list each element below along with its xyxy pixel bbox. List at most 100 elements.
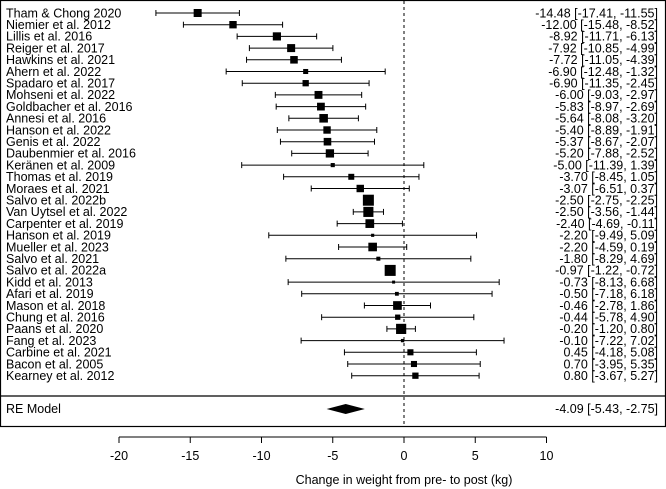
- study-label: Keränen et al. 2009: [6, 158, 115, 172]
- study-label: Reiger et al. 2017: [6, 41, 105, 55]
- study-ci-text: -6.90 [-11.35, -2.45]: [549, 77, 658, 91]
- point-estimate: [362, 194, 374, 206]
- point-estimate: [368, 242, 377, 252]
- study-ci-text: -8.92 [-11.71, -6.13]: [549, 30, 658, 44]
- point-estimate: [325, 149, 335, 158]
- point-estimate: [412, 372, 419, 379]
- point-estimate: [193, 8, 202, 18]
- study-label: Salvo et al. 2022a: [6, 264, 106, 278]
- study-label: Carpenter et al. 2019: [6, 217, 123, 231]
- study-ci-text: -3.07 [-6.51, 0.37]: [559, 182, 658, 196]
- point-estimate: [287, 44, 296, 53]
- study-ci-text: 0.45 [-4.18, 5.08]: [563, 346, 658, 360]
- point-estimate: [392, 280, 396, 284]
- point-estimate: [410, 360, 418, 368]
- study-label: Moraes et al. 2021: [6, 182, 110, 196]
- study-label: Annesi et al. 2016: [6, 112, 106, 126]
- study-label: Salvo et al. 2022b: [6, 194, 106, 208]
- study-label: Mason et al. 2018: [6, 299, 105, 313]
- point-estimate: [323, 126, 331, 134]
- study-label: Kearney et al. 2012: [6, 369, 114, 383]
- point-estimate: [363, 206, 374, 217]
- point-estimate: [229, 21, 237, 29]
- x-tick-label: -10: [252, 449, 270, 463]
- study-ci-text: -5.20 [-7.88, -2.52]: [555, 147, 658, 161]
- point-estimate: [290, 56, 298, 64]
- study-label: Spadaro et al. 2017: [6, 77, 115, 91]
- x-axis-label: Change in weight from pre- to post (kg): [296, 473, 513, 487]
- study-label: Mueller et al. 2023: [6, 240, 109, 254]
- x-tick-label: 5: [472, 449, 479, 463]
- point-estimate: [303, 68, 309, 75]
- study-label: Tham & Chong 2020: [6, 6, 121, 20]
- study-ci-text: -0.50 [-7.18, 6.18]: [559, 287, 658, 301]
- x-tick-label: 0: [401, 449, 408, 463]
- study-ci-text: -0.44 [-5.78, 4.90]: [559, 311, 658, 325]
- study-ci-text: -5.00 [-11.39, 1.39]: [553, 158, 658, 172]
- point-estimate: [395, 314, 401, 320]
- study-ci-text: -2.50 [-2.75, -2.25]: [555, 194, 658, 208]
- study-ci-text: -0.73 [-8.13, 6.68]: [559, 275, 658, 289]
- study-label: Afari et al. 2019: [6, 287, 94, 301]
- study-ci-text: -0.10 [-7.22, 7.02]: [559, 334, 658, 348]
- point-estimate: [407, 349, 414, 356]
- study-ci-text: -1.80 [-8.29, 4.69]: [559, 252, 658, 266]
- study-ci-text: -7.72 [-11.05, -4.39]: [549, 53, 658, 67]
- point-estimate: [400, 338, 405, 343]
- study-label: Hanson et al. 2019: [6, 229, 111, 243]
- study-label: Hawkins et al. 2021: [6, 53, 115, 67]
- study-label: Thomas et al. 2019: [6, 170, 113, 184]
- study-label: Niemier et al. 2012: [6, 18, 111, 32]
- point-estimate: [393, 301, 402, 310]
- summary-row: RE Model -4.09 [-5.43, -2.75]: [6, 402, 658, 416]
- point-estimate: [365, 219, 375, 228]
- study-ci-text: -2.50 [-3.56, -1.44]: [555, 205, 658, 219]
- study-label: Kidd et al. 2013: [6, 275, 93, 289]
- study-label: Salvo et al. 2021: [6, 252, 99, 266]
- point-estimate: [314, 90, 323, 99]
- study-ci-text: 0.70 [-3.95, 5.35]: [563, 357, 658, 371]
- study-ci-text: -6.90 [-12.48, -1.32]: [548, 65, 658, 79]
- point-estimate: [384, 264, 396, 276]
- study-ci-text: -2.40 [-4.69, -0.11]: [556, 217, 658, 231]
- point-estimate: [348, 173, 355, 180]
- study-ci-text: -5.64 [-8.08, -3.20]: [555, 112, 658, 126]
- study-rows: Tham & Chong 2020 -14.48 [-17.41, -11.55]…: [6, 6, 658, 383]
- point-estimate: [323, 137, 332, 146]
- study-ci-text: -0.97 [-1.22, -0.72]: [555, 264, 658, 278]
- x-tick-label: 10: [540, 449, 554, 463]
- study-label: Carbine et al. 2021: [6, 346, 112, 360]
- study-label: Bacon et al. 2005: [6, 357, 103, 371]
- summary-ci-text: -4.09 [-5.43, -2.75]: [555, 402, 658, 416]
- study-label: Van Uytsel et al. 2022: [6, 205, 127, 219]
- point-estimate: [396, 323, 407, 334]
- study-label: Daubenmier et al. 2016: [6, 147, 136, 161]
- point-estimate: [376, 256, 381, 261]
- study-ci-text: -0.20 [-1.20, 0.80]: [559, 322, 658, 336]
- study-ci-text: -14.48 [-17.41, -11.55]: [535, 6, 658, 20]
- point-estimate: [394, 291, 399, 296]
- summary-label: RE Model: [6, 402, 61, 416]
- point-estimate: [330, 163, 335, 168]
- x-tick-label: -15: [181, 449, 199, 463]
- study-label: Mohseni et al. 2022: [6, 88, 115, 102]
- study-ci-text: -2.20 [-9.49, 5.09]: [559, 229, 658, 243]
- point-estimate: [272, 32, 281, 41]
- study-ci-text: -5.37 [-8.67, -2.07]: [555, 135, 658, 149]
- study-ci-text: -6.00 [-9.03, -2.97]: [555, 88, 658, 102]
- point-estimate: [356, 184, 364, 193]
- study-label: Chung et al. 2016: [6, 311, 105, 325]
- point-estimate: [319, 114, 328, 123]
- study-label: Hanson et al. 2022: [6, 123, 111, 137]
- x-tick-label: -5: [327, 449, 338, 463]
- study-ci-text: -0.46 [-2.78, 1.86]: [559, 299, 658, 313]
- study-ci-text: -5.40 [-8.89, -1.91]: [555, 123, 658, 137]
- study-ci-text: -2.20 [-4.59, 0.19]: [559, 240, 658, 254]
- point-estimate: [302, 80, 309, 87]
- study-ci-text: -5.83 [-8.97, -2.69]: [555, 100, 658, 114]
- study-label: Ahern et al. 2022: [6, 65, 101, 79]
- x-tick-label: -20: [110, 449, 128, 463]
- study-label: Genis et al. 2022: [6, 135, 101, 149]
- study-ci-text: -3.70 [-8.45, 1.05]: [559, 170, 658, 184]
